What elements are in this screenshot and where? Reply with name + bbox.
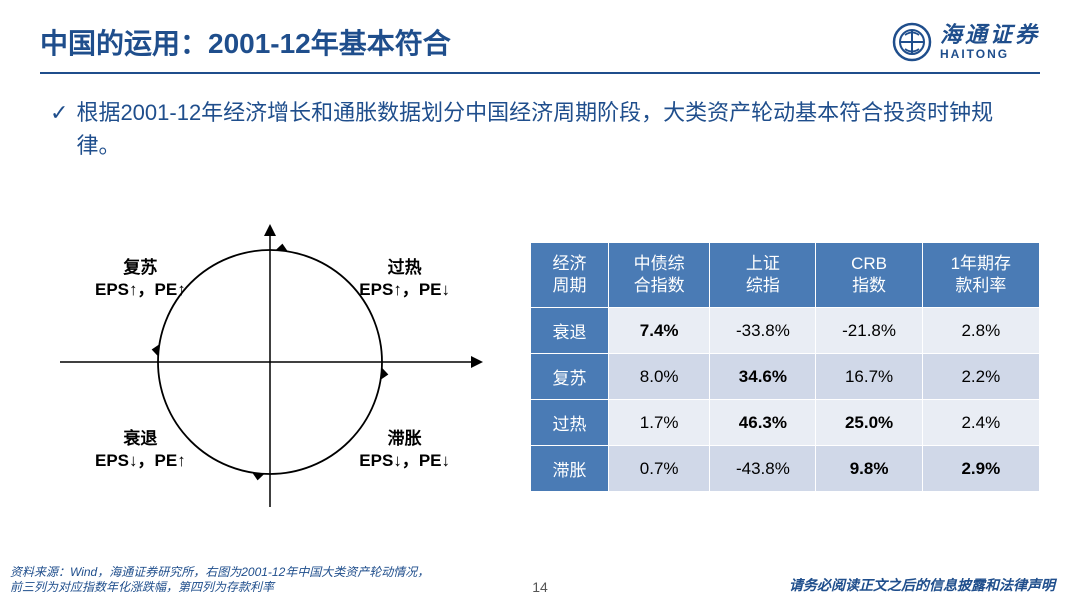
logo-en: HAITONG	[940, 48, 1009, 61]
page-number: 14	[532, 579, 548, 595]
haitong-logo-icon	[892, 22, 932, 62]
table-cell: 7.4%	[609, 308, 710, 354]
row-label: 过热	[531, 400, 609, 446]
quadrant-recession: 衰退 EPS↓，PE↑	[95, 428, 186, 472]
company-logo: 海通证券 HAITONG	[892, 22, 1040, 62]
quadrant-overheat: 过热 EPS↑，PE↓	[359, 257, 450, 301]
table-cell: 2.8%	[922, 308, 1039, 354]
table-cell: 9.8%	[816, 446, 922, 492]
table-cell: 1.7%	[609, 400, 710, 446]
table-cell: 34.6%	[710, 354, 816, 400]
row-label: 滞胀	[531, 446, 609, 492]
table-cell: 8.0%	[609, 354, 710, 400]
table-row: 衰退7.4%-33.8%-21.8%2.8%	[531, 308, 1040, 354]
logo-cn: 海通证券	[940, 23, 1040, 47]
table-row: 复苏8.0%34.6%16.7%2.2%	[531, 354, 1040, 400]
disclaimer: 请务必阅读正文之后的信息披露和法律声明	[789, 575, 1055, 595]
table-cell: 46.3%	[710, 400, 816, 446]
table-header-4: 1年期存款利率	[922, 243, 1039, 308]
table-cell: -43.8%	[710, 446, 816, 492]
source-note: 资料来源：Wind，海通证券研究所，右图为2001-12年中国大类资产轮动情况，…	[10, 565, 440, 595]
quadrant-stagflation: 滞胀 EPS↓，PE↓	[359, 428, 450, 472]
table-row: 滞胀0.7%-43.8%9.8%2.9%	[531, 446, 1040, 492]
table-cell: -21.8%	[816, 308, 922, 354]
table-header-3: CRB指数	[816, 243, 922, 308]
row-label: 衰退	[531, 308, 609, 354]
table-row: 过热1.7%46.3%25.0%2.4%	[531, 400, 1040, 446]
table-header-1: 中债综合指数	[609, 243, 710, 308]
investment-clock-diagram: 复苏 EPS↑，PE↑ 过热 EPS↑，PE↓ 衰退 EPS↓，PE↑ 滞胀 E…	[40, 202, 500, 522]
table-cell: 2.9%	[922, 446, 1039, 492]
table-cell: 2.4%	[922, 400, 1039, 446]
table-cell: -33.8%	[710, 308, 816, 354]
table-cell: 0.7%	[609, 446, 710, 492]
row-label: 复苏	[531, 354, 609, 400]
table-cell: 25.0%	[816, 400, 922, 446]
table-header-2: 上证综指	[710, 243, 816, 308]
asset-rotation-table: 经济周期中债综合指数上证综指CRB指数1年期存款利率 衰退7.4%-33.8%-…	[530, 242, 1040, 492]
quadrant-recovery: 复苏 EPS↑，PE↑	[95, 257, 186, 301]
table-cell: 16.7%	[816, 354, 922, 400]
bullet-text: 根据2001-12年经济增长和通胀数据划分中国经济周期阶段，大类资产轮动基本符合…	[76, 96, 1030, 162]
check-icon: ✓	[50, 96, 68, 162]
table-header-0: 经济周期	[531, 243, 609, 308]
table-cell: 2.2%	[922, 354, 1039, 400]
page-title: 中国的运用：2001-12年基本符合	[40, 22, 451, 62]
